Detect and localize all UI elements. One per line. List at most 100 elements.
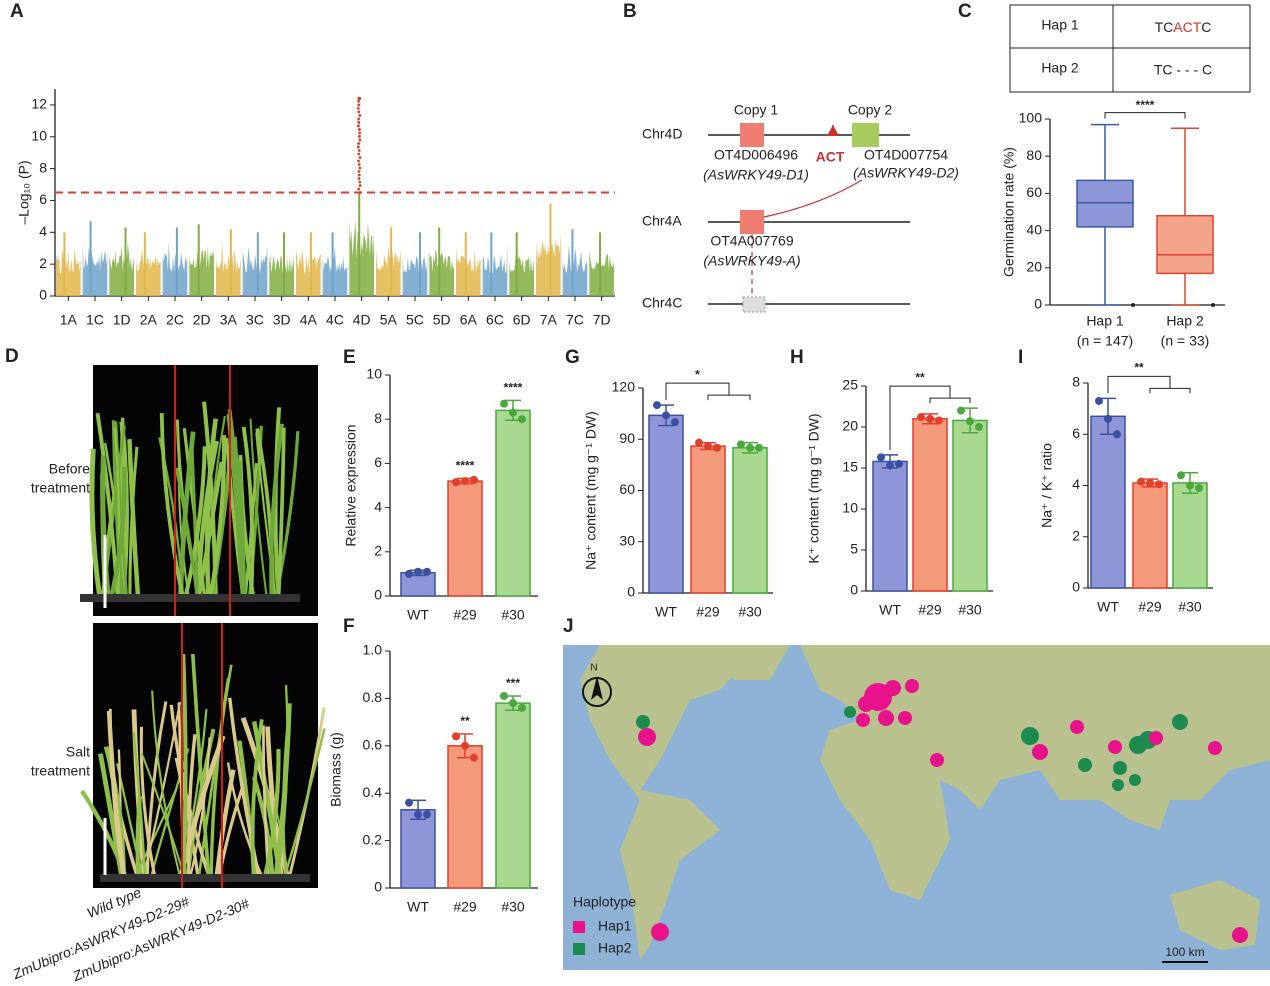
replicate-point (895, 459, 903, 468)
copy-label: Copy 1 (734, 102, 779, 118)
y-tick-label: 12 (31, 96, 47, 112)
y-tick-label: 0 (850, 582, 858, 598)
y-tick-label: 8 (374, 410, 382, 426)
replicate-point (1177, 471, 1185, 480)
snp-cloud (509, 254, 534, 296)
leaf (186, 734, 197, 881)
outlier (1131, 303, 1135, 307)
y-tick-label: 2 (374, 543, 382, 559)
x-tick-label: WT (407, 607, 429, 623)
y-tick-label: 2 (39, 255, 47, 271)
tray (100, 874, 180, 882)
x-tick-label: 2D (193, 312, 211, 328)
map-point (1021, 727, 1039, 745)
gene-id: OT4D007754 (864, 147, 948, 163)
y-tick-label: 0.8 (363, 689, 383, 705)
leaf (182, 446, 207, 601)
replicate-point (653, 401, 661, 410)
leaf (209, 677, 231, 881)
replicate-point (1104, 414, 1112, 423)
significance-bracket (1107, 375, 1191, 394)
snp-cloud (482, 244, 508, 296)
chromosome-label: Chr4D (642, 126, 682, 142)
insertion-label: ACT (816, 149, 845, 165)
x-tick-label: 5D (433, 312, 451, 328)
y-tick-label: 10 (366, 366, 382, 382)
y-axis-label: Germination rate (%) (1001, 147, 1017, 277)
map-point (1070, 720, 1084, 734)
y-tick-label: 25 (842, 377, 858, 393)
replicate-point (470, 475, 478, 484)
y-tick-label: 6 (374, 454, 382, 470)
replicate-point (926, 414, 934, 423)
x-tick-label: 7D (593, 312, 611, 328)
map-point (1108, 740, 1122, 754)
condition-label: Salt (66, 744, 90, 760)
y-tick-label: 0 (374, 879, 382, 895)
y-tick-label: 30 (619, 532, 635, 548)
box (1076, 179, 1134, 228)
duplication-link (763, 179, 863, 218)
snp-dot (357, 170, 361, 173)
panel-label: F (343, 616, 355, 637)
replicate-point (405, 798, 413, 807)
y-tick-label: 100 (1019, 110, 1043, 126)
map-point (1113, 761, 1127, 775)
x-tick-label: 2A (140, 312, 158, 328)
snp-dot (356, 145, 360, 149)
snp-dot (357, 152, 361, 156)
table-cell: TCACTC (1155, 19, 1212, 35)
legend-label: Hap1 (598, 918, 632, 934)
replicate-point (886, 461, 894, 470)
map-point (651, 923, 669, 941)
replicate-point (713, 443, 721, 452)
y-tick-label: 4 (39, 223, 47, 239)
leaf (139, 726, 158, 881)
scale-label: 100 km (1165, 945, 1204, 959)
replicate-point (1137, 477, 1145, 486)
legend-swatch (573, 921, 585, 933)
panel-label: B (623, 1, 637, 22)
replicate-point (500, 399, 508, 408)
x-tick-label: 3D (273, 312, 291, 328)
x-tick-label: #30 (501, 607, 525, 623)
y-tick-label: 60 (1026, 184, 1042, 200)
x-tick-label: 7A (540, 312, 558, 328)
bar (912, 418, 948, 592)
replicate-point (518, 703, 526, 712)
photo-overlays (103, 365, 231, 888)
snp-dot (358, 131, 362, 135)
bar (1090, 415, 1126, 589)
y-tick-label: 8 (39, 159, 47, 175)
x-sub-label: (n = 147) (1077, 333, 1133, 349)
map-point (1208, 741, 1222, 755)
condition-label: treatment (31, 763, 90, 779)
gene-name: (AsWRKY49-A) (703, 253, 800, 269)
significance-label: **** (504, 381, 523, 395)
table-cell: Hap 2 (1041, 60, 1079, 76)
y-tick-label: 0 (1034, 296, 1042, 312)
replicate-point (877, 453, 885, 462)
snp-dot (358, 128, 361, 131)
y-tick-label: 4 (1072, 476, 1080, 492)
leaf (282, 728, 326, 881)
map-point (1149, 731, 1163, 745)
panel-label: G (565, 347, 580, 368)
leaf (174, 467, 200, 601)
snp-cloud (349, 218, 374, 296)
box (1156, 214, 1214, 275)
replicate-point (509, 699, 517, 708)
x-tick-label: 2C (166, 312, 184, 328)
snp-dot (358, 184, 362, 187)
map-point (878, 710, 894, 726)
snp-cloud (536, 230, 561, 296)
map-point (1078, 758, 1092, 772)
replicate-point (1146, 478, 1154, 487)
sequence: TC (1155, 19, 1174, 35)
replicate-point (695, 438, 703, 447)
bar (1132, 482, 1168, 589)
replicate-point (423, 567, 431, 576)
replicate-point (1113, 430, 1121, 439)
y-axis-label: Na⁺ content (mg g⁻¹ DW) (583, 411, 599, 570)
